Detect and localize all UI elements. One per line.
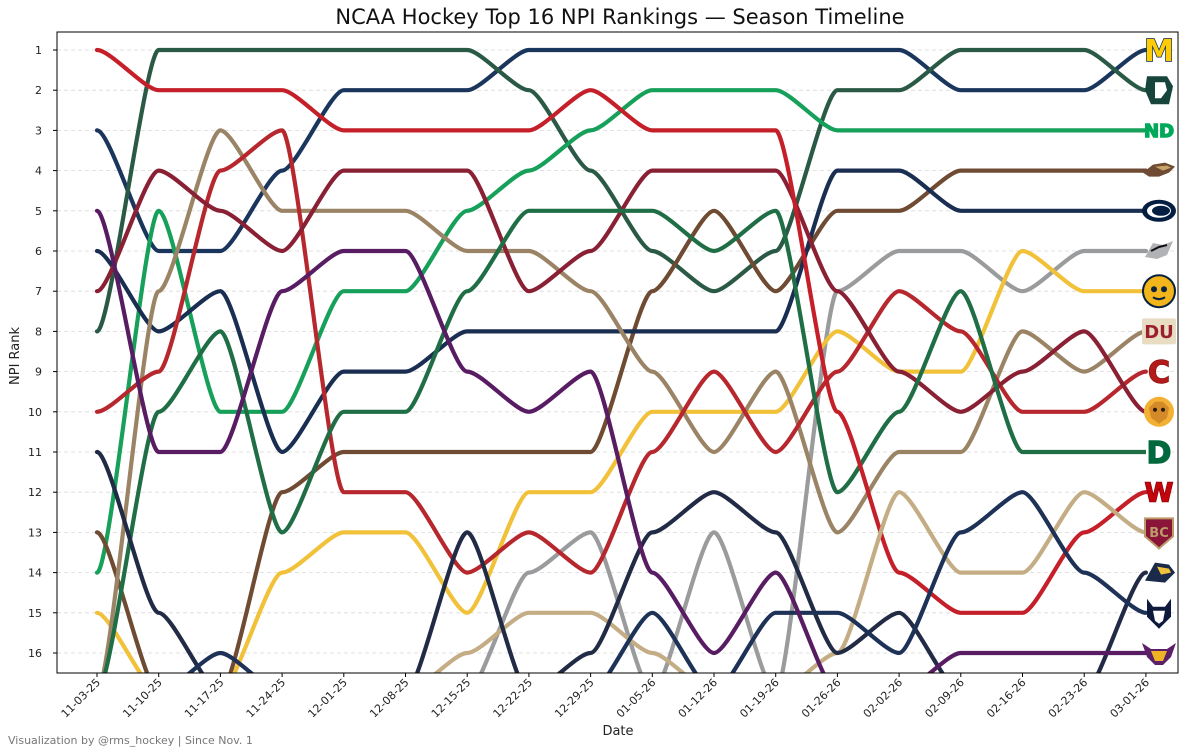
y-tick-label: 12 [28, 486, 42, 499]
x-tick-label: 02-23-26 [1046, 676, 1091, 721]
x-tick-label: 01-19-26 [737, 676, 782, 721]
y-tick-label: 14 [28, 567, 42, 580]
x-tick-label: 03-01-26 [1108, 676, 1153, 721]
x-tick-label: 12-15-25 [429, 676, 474, 721]
logo-PSU-icon [1142, 199, 1176, 222]
series-line-ND [94, 88, 1148, 575]
x-tick-label: 01-12-26 [676, 676, 721, 721]
svg-text:C: C [1148, 355, 1170, 390]
logo-bulldog-icon [1144, 396, 1174, 427]
y-tick-label: 13 [28, 526, 42, 539]
svg-text:D: D [1147, 436, 1172, 471]
y-tick-label: 15 [28, 607, 42, 620]
series-line-Q [94, 248, 1148, 673]
svg-text:W: W [1145, 479, 1174, 509]
x-tick-label: 12-08-25 [367, 676, 412, 721]
logo-M-icon: M [1143, 33, 1174, 69]
series-line-yellowjacket [94, 449, 1148, 673]
x-tick-label: 11-03-25 [59, 676, 104, 721]
series-line-bull [94, 208, 1148, 673]
x-tick-label: 11-17-25 [182, 676, 227, 721]
logo-uconn-icon [1147, 598, 1171, 629]
y-axis-label: NPI Rank [8, 327, 23, 385]
y-tick-label: 11 [28, 446, 42, 459]
svg-text:BC: BC [1149, 526, 1168, 541]
svg-text:ND: ND [1144, 121, 1174, 142]
series-line-BC [433, 490, 1148, 673]
y-tick-label: 10 [28, 406, 42, 419]
credit-text: Visualization by @rms_hockey | Since Nov… [8, 734, 253, 747]
y-tick-label: 9 [35, 366, 42, 379]
series-lines [94, 47, 1148, 673]
x-tick-label: 01-05-26 [614, 676, 659, 721]
series-line-S [94, 47, 1148, 334]
y-tick-label: 3 [35, 124, 42, 137]
y-tick-label: 6 [35, 245, 42, 258]
y-tick-label: 1 [35, 44, 42, 57]
y-tick-label: 4 [35, 165, 42, 178]
y-tick-label: 8 [35, 325, 42, 338]
x-tick-label: 11-24-25 [244, 676, 289, 721]
series-line-W [94, 47, 1148, 615]
x-tick-label: 12-22-25 [491, 676, 536, 721]
svg-text:M: M [1144, 34, 1174, 69]
logo-bronco-icon [1143, 162, 1175, 177]
logo-S-icon [1145, 76, 1173, 105]
logo-W-icon: W [1144, 478, 1174, 509]
plot-frame [56, 31, 1179, 674]
x-tick-label: 01-26-26 [799, 676, 844, 721]
logo-Q-icon [1142, 274, 1176, 309]
y-tick-label: 2 [35, 84, 42, 97]
logo-ND-icon: ND [1143, 120, 1174, 142]
y-tick-label: 5 [35, 205, 42, 218]
logo-yellowjacket-icon [1145, 562, 1175, 583]
series-line-husky [478, 248, 1148, 673]
chart-title: NCAA Hockey Top 16 NPI Rankings — Season… [335, 5, 904, 29]
series-line-C [94, 128, 1148, 575]
x-axis-label: Date [602, 724, 633, 739]
logo-DU-icon: DU [1142, 318, 1176, 345]
logo-D-icon: D [1146, 435, 1172, 471]
x-axis: 11-03-25 11-10-25 11-17-25 11-24-25 12-01-25… [59, 673, 1152, 720]
x-tick-label: 02-09-26 [922, 676, 967, 721]
series-line-DU [101, 128, 1148, 673]
svg-text:DU: DU [1144, 322, 1174, 343]
series-line-bulldog [94, 168, 1148, 414]
x-tick-label: 02-16-26 [984, 676, 1029, 721]
x-tick-label: 11-10-25 [120, 676, 165, 721]
series-line-D [102, 208, 1148, 673]
x-tick-label: 12-29-25 [552, 676, 597, 721]
x-tick-label: 02-02-26 [861, 676, 906, 721]
logo-BC-icon: BC [1144, 517, 1174, 550]
y-tick-label: 16 [28, 647, 42, 660]
logo-bull-icon [1142, 643, 1176, 665]
series-line-uconn [186, 490, 1148, 673]
team-logos: M ND DU C DW BC [1142, 33, 1176, 665]
x-tick-label: 12-01-25 [305, 676, 350, 721]
series-line-M [94, 47, 1148, 254]
logo-C-icon: C [1147, 355, 1170, 391]
y-tick-label: 7 [35, 285, 42, 298]
logo-husky-icon [1145, 241, 1173, 259]
